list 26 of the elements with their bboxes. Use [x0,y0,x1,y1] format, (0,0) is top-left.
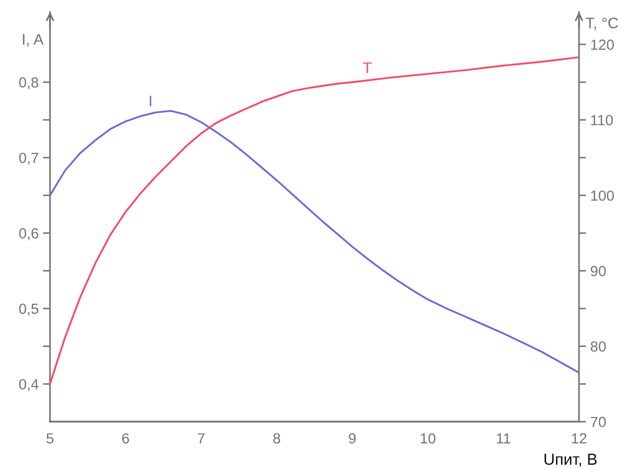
y-tick-label: 0,4 [19,379,38,392]
y2-axis-title: T, °C [586,18,618,30]
line-series [50,110,579,374]
y-tick-label: 0,5 [19,304,38,316]
series-label: T [363,62,372,74]
y-axis-title: I, A [22,34,44,47]
y2-tick-label: 110 [591,114,613,126]
x-tick-label: 8 [273,433,280,444]
y2-tick-label: 90 [590,266,606,276]
line-series [50,56,579,385]
y2-tick-label: 80 [590,341,606,352]
y2-tick-label: 120 [591,40,614,50]
x-tick-label: 9 [348,433,356,444]
series-label: I [150,96,152,106]
y2-tick-label: 100 [591,190,614,201]
x-tick-label: 7 [198,433,204,444]
x-axis-title: Uпит, В [544,454,597,467]
y-tick-label: 0,8 [19,77,38,90]
y2-tick-label: 70 [590,416,606,428]
x-tick-label: 10 [420,433,436,444]
x-tick-label: 11 [496,433,510,444]
y-tick-label: 0,6 [19,228,38,240]
x-tick-label: 5 [46,433,54,444]
y-tick-label: 0,7 [19,152,38,165]
x-tick-label: 6 [122,433,129,444]
x-tick-label: 12 [572,433,586,444]
